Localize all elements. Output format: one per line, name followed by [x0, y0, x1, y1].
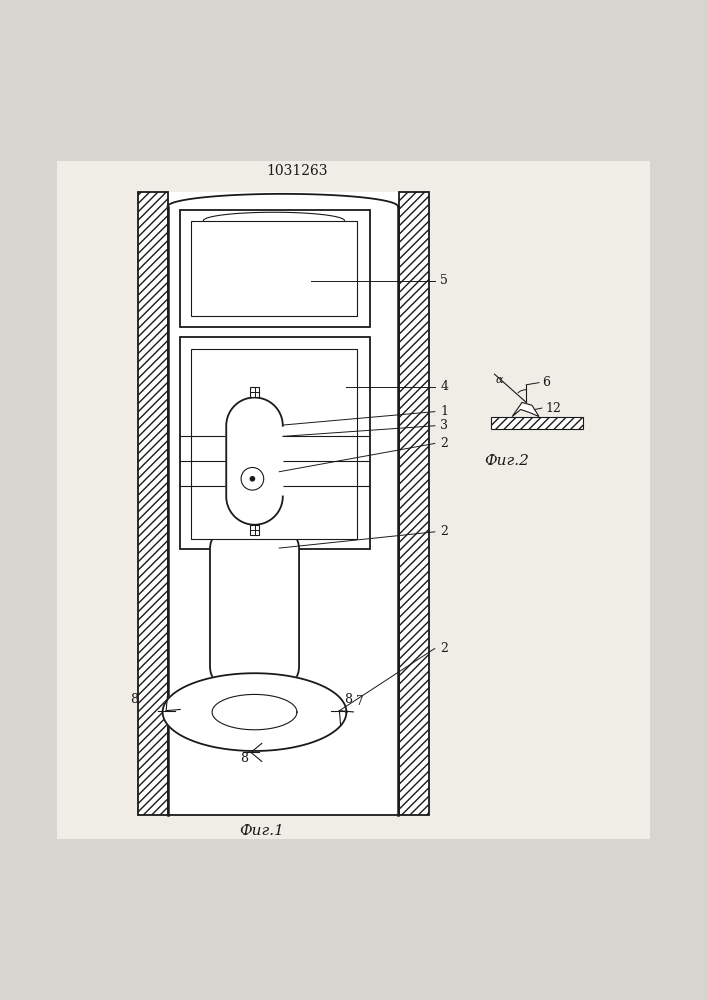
FancyBboxPatch shape	[210, 532, 299, 684]
Text: 1031263: 1031263	[267, 164, 327, 178]
Text: 8: 8	[344, 693, 352, 706]
Polygon shape	[163, 673, 346, 751]
Text: 3: 3	[440, 419, 448, 432]
Text: 8: 8	[240, 752, 248, 765]
Bar	[138, 192, 168, 815]
Bar	[399, 192, 429, 815]
Text: 12: 12	[545, 402, 561, 415]
Text: α: α	[496, 375, 503, 385]
Bar	[250, 387, 259, 397]
Bar	[180, 337, 370, 549]
Text: 2: 2	[440, 642, 448, 655]
Bar	[191, 221, 357, 316]
Circle shape	[250, 476, 255, 482]
Text: 6: 6	[290, 600, 298, 613]
Polygon shape	[226, 398, 283, 525]
Bar	[180, 210, 370, 327]
Text: 8: 8	[130, 693, 138, 706]
Bar	[491, 417, 583, 429]
Text: 5: 5	[440, 274, 448, 287]
Text: 1: 1	[440, 405, 448, 418]
Bar	[138, 192, 168, 815]
Bar	[168, 192, 398, 815]
Bar	[399, 192, 429, 815]
Polygon shape	[512, 402, 539, 417]
Bar	[250, 525, 259, 535]
Circle shape	[241, 467, 264, 490]
Text: 2: 2	[440, 525, 448, 538]
Text: 2: 2	[440, 437, 448, 450]
Text: 6: 6	[542, 376, 551, 389]
Bar	[191, 349, 357, 539]
Text: Фиг.1: Фиг.1	[239, 824, 284, 838]
Text: 7: 7	[356, 695, 363, 708]
Text: 4: 4	[440, 380, 448, 393]
Bar	[57, 161, 650, 839]
Text: Фиг.2: Фиг.2	[484, 454, 529, 468]
